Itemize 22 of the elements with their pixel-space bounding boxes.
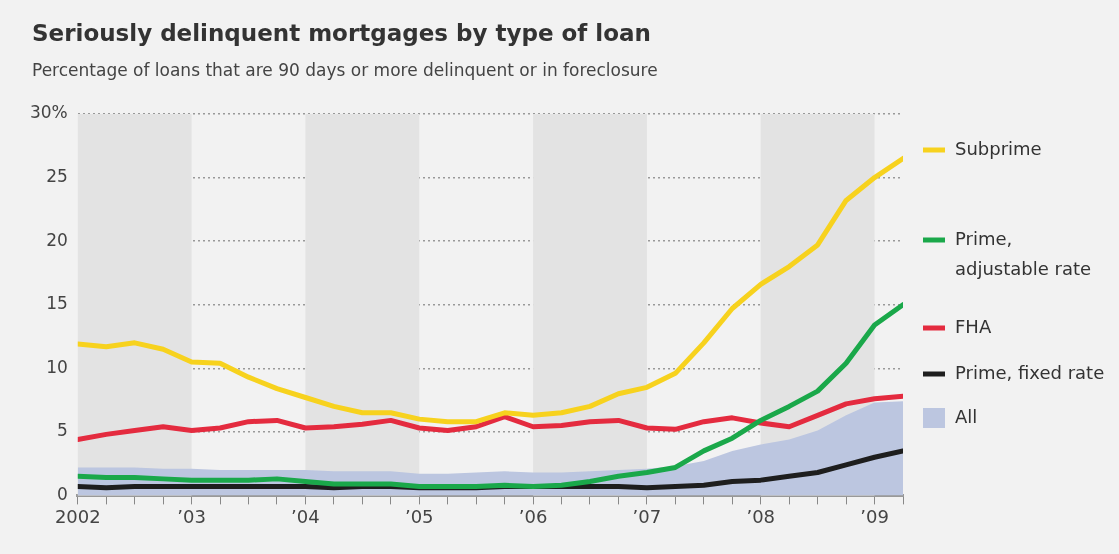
y-tick-label: 10 xyxy=(46,356,68,377)
x-tick-label: ’03 xyxy=(177,505,206,527)
x-tick-label: ’04 xyxy=(291,505,320,527)
x-tick-label: ’08 xyxy=(746,505,776,527)
legend-label: Prime, fixed rate xyxy=(955,361,1105,383)
x-tick-label: ’05 xyxy=(404,505,434,527)
y-tick-label: 5 xyxy=(56,420,68,441)
y-tick-label: 20 xyxy=(46,229,68,250)
y-tick-label: 0 xyxy=(56,483,68,504)
chart-title: Seriously delinquent mortgages by type of loan xyxy=(32,20,651,46)
legend-label: Prime, adjustable rate xyxy=(955,227,1092,279)
legend-label: FHA xyxy=(955,315,992,337)
x-tick-label: ’06 xyxy=(518,505,548,527)
x-tick-label: ’07 xyxy=(632,505,662,527)
legend-label: Subprime xyxy=(955,137,1042,159)
x-tick-label: ’09 xyxy=(860,505,889,527)
y-tick-label: 15 xyxy=(46,293,68,314)
y-tick-label: 25 xyxy=(46,165,68,186)
chart-subtitle: Percentage of loans that are 90 days or more delinquent or in foreclosure xyxy=(32,60,658,80)
legend-label: All xyxy=(955,405,978,427)
y-tick-label: 30% xyxy=(29,102,68,123)
x-tick-label: 2002 xyxy=(54,505,101,527)
